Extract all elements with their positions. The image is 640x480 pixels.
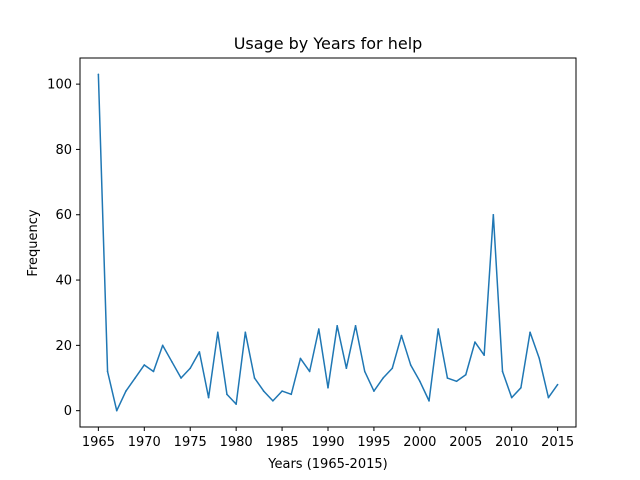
x-tick-label: 2000 [403, 435, 436, 450]
data-point [428, 400, 430, 402]
data-point [244, 331, 247, 334]
x-tick-label: 1980 [220, 435, 253, 450]
data-point [437, 328, 440, 330]
data-point [318, 328, 320, 330]
x-tick-label: 1970 [128, 435, 161, 450]
chart-title: Usage by Years for help [234, 34, 423, 53]
data-point [152, 370, 155, 373]
data-point [391, 367, 394, 370]
data-point [446, 377, 449, 379]
data-point [299, 357, 302, 360]
data-point [547, 396, 550, 399]
data-point [529, 331, 531, 334]
y-tick-label: 60 [55, 208, 72, 223]
data-point [409, 364, 412, 366]
data-point [492, 213, 495, 216]
data-point [281, 390, 283, 392]
data-point [336, 324, 338, 327]
data-point [474, 341, 476, 343]
y-tick-label: 20 [55, 339, 72, 354]
x-axis: 1965 1970 1975 1980 1985 1990 1995 2000 2005 2010… [82, 427, 574, 450]
data-point [354, 324, 357, 327]
x-tick-label: 1985 [266, 435, 299, 450]
data-point [363, 370, 366, 373]
data-point [345, 367, 348, 370]
y-axis: 0 20 40 60 80 100 [47, 78, 80, 419]
data-point [97, 73, 100, 76]
data-point [262, 390, 265, 392]
data-point [226, 393, 228, 396]
data-point [382, 377, 384, 379]
plot-area [97, 73, 559, 412]
x-tick-label: 2015 [541, 435, 574, 450]
x-tick-label: 2010 [495, 435, 528, 450]
data-point [483, 354, 485, 356]
data-point [400, 334, 403, 337]
data-point [198, 351, 201, 353]
data-point [125, 390, 127, 392]
data-point [216, 331, 219, 334]
data-point [556, 383, 559, 386]
data-point [143, 364, 146, 366]
data-point [327, 387, 329, 389]
data-point [253, 377, 256, 379]
data-point [189, 367, 192, 370]
data-point [134, 377, 136, 379]
data-point [373, 390, 375, 392]
data-point [308, 370, 311, 373]
data-point [290, 393, 293, 396]
data-point [106, 370, 109, 373]
data-point [272, 400, 274, 402]
data-point [455, 380, 458, 383]
data-point [161, 344, 164, 347]
data-point [501, 370, 504, 373]
data-point [538, 357, 541, 360]
x-tick-label: 2005 [449, 435, 482, 450]
x-tick-label: 1990 [311, 435, 344, 450]
data-point [171, 360, 173, 363]
data-point [235, 403, 237, 405]
x-tick-label: 1995 [357, 435, 390, 450]
x-tick-label: 1975 [174, 435, 207, 450]
data-point [180, 377, 182, 379]
data-point [464, 373, 467, 376]
x-axis-title: Years (1965-2015) [267, 457, 387, 472]
x-tick-label: 1965 [82, 435, 115, 450]
y-tick-label: 40 [55, 274, 72, 289]
y-tick-label: 0 [64, 404, 72, 419]
data-point [419, 380, 421, 383]
y-tick-label: 80 [55, 143, 72, 158]
data-point [510, 396, 513, 399]
data-point [207, 396, 210, 399]
y-axis-title: Frequency [26, 209, 41, 276]
y-tick-label: 100 [47, 78, 72, 93]
data-point [520, 387, 522, 389]
data-point [115, 409, 118, 412]
